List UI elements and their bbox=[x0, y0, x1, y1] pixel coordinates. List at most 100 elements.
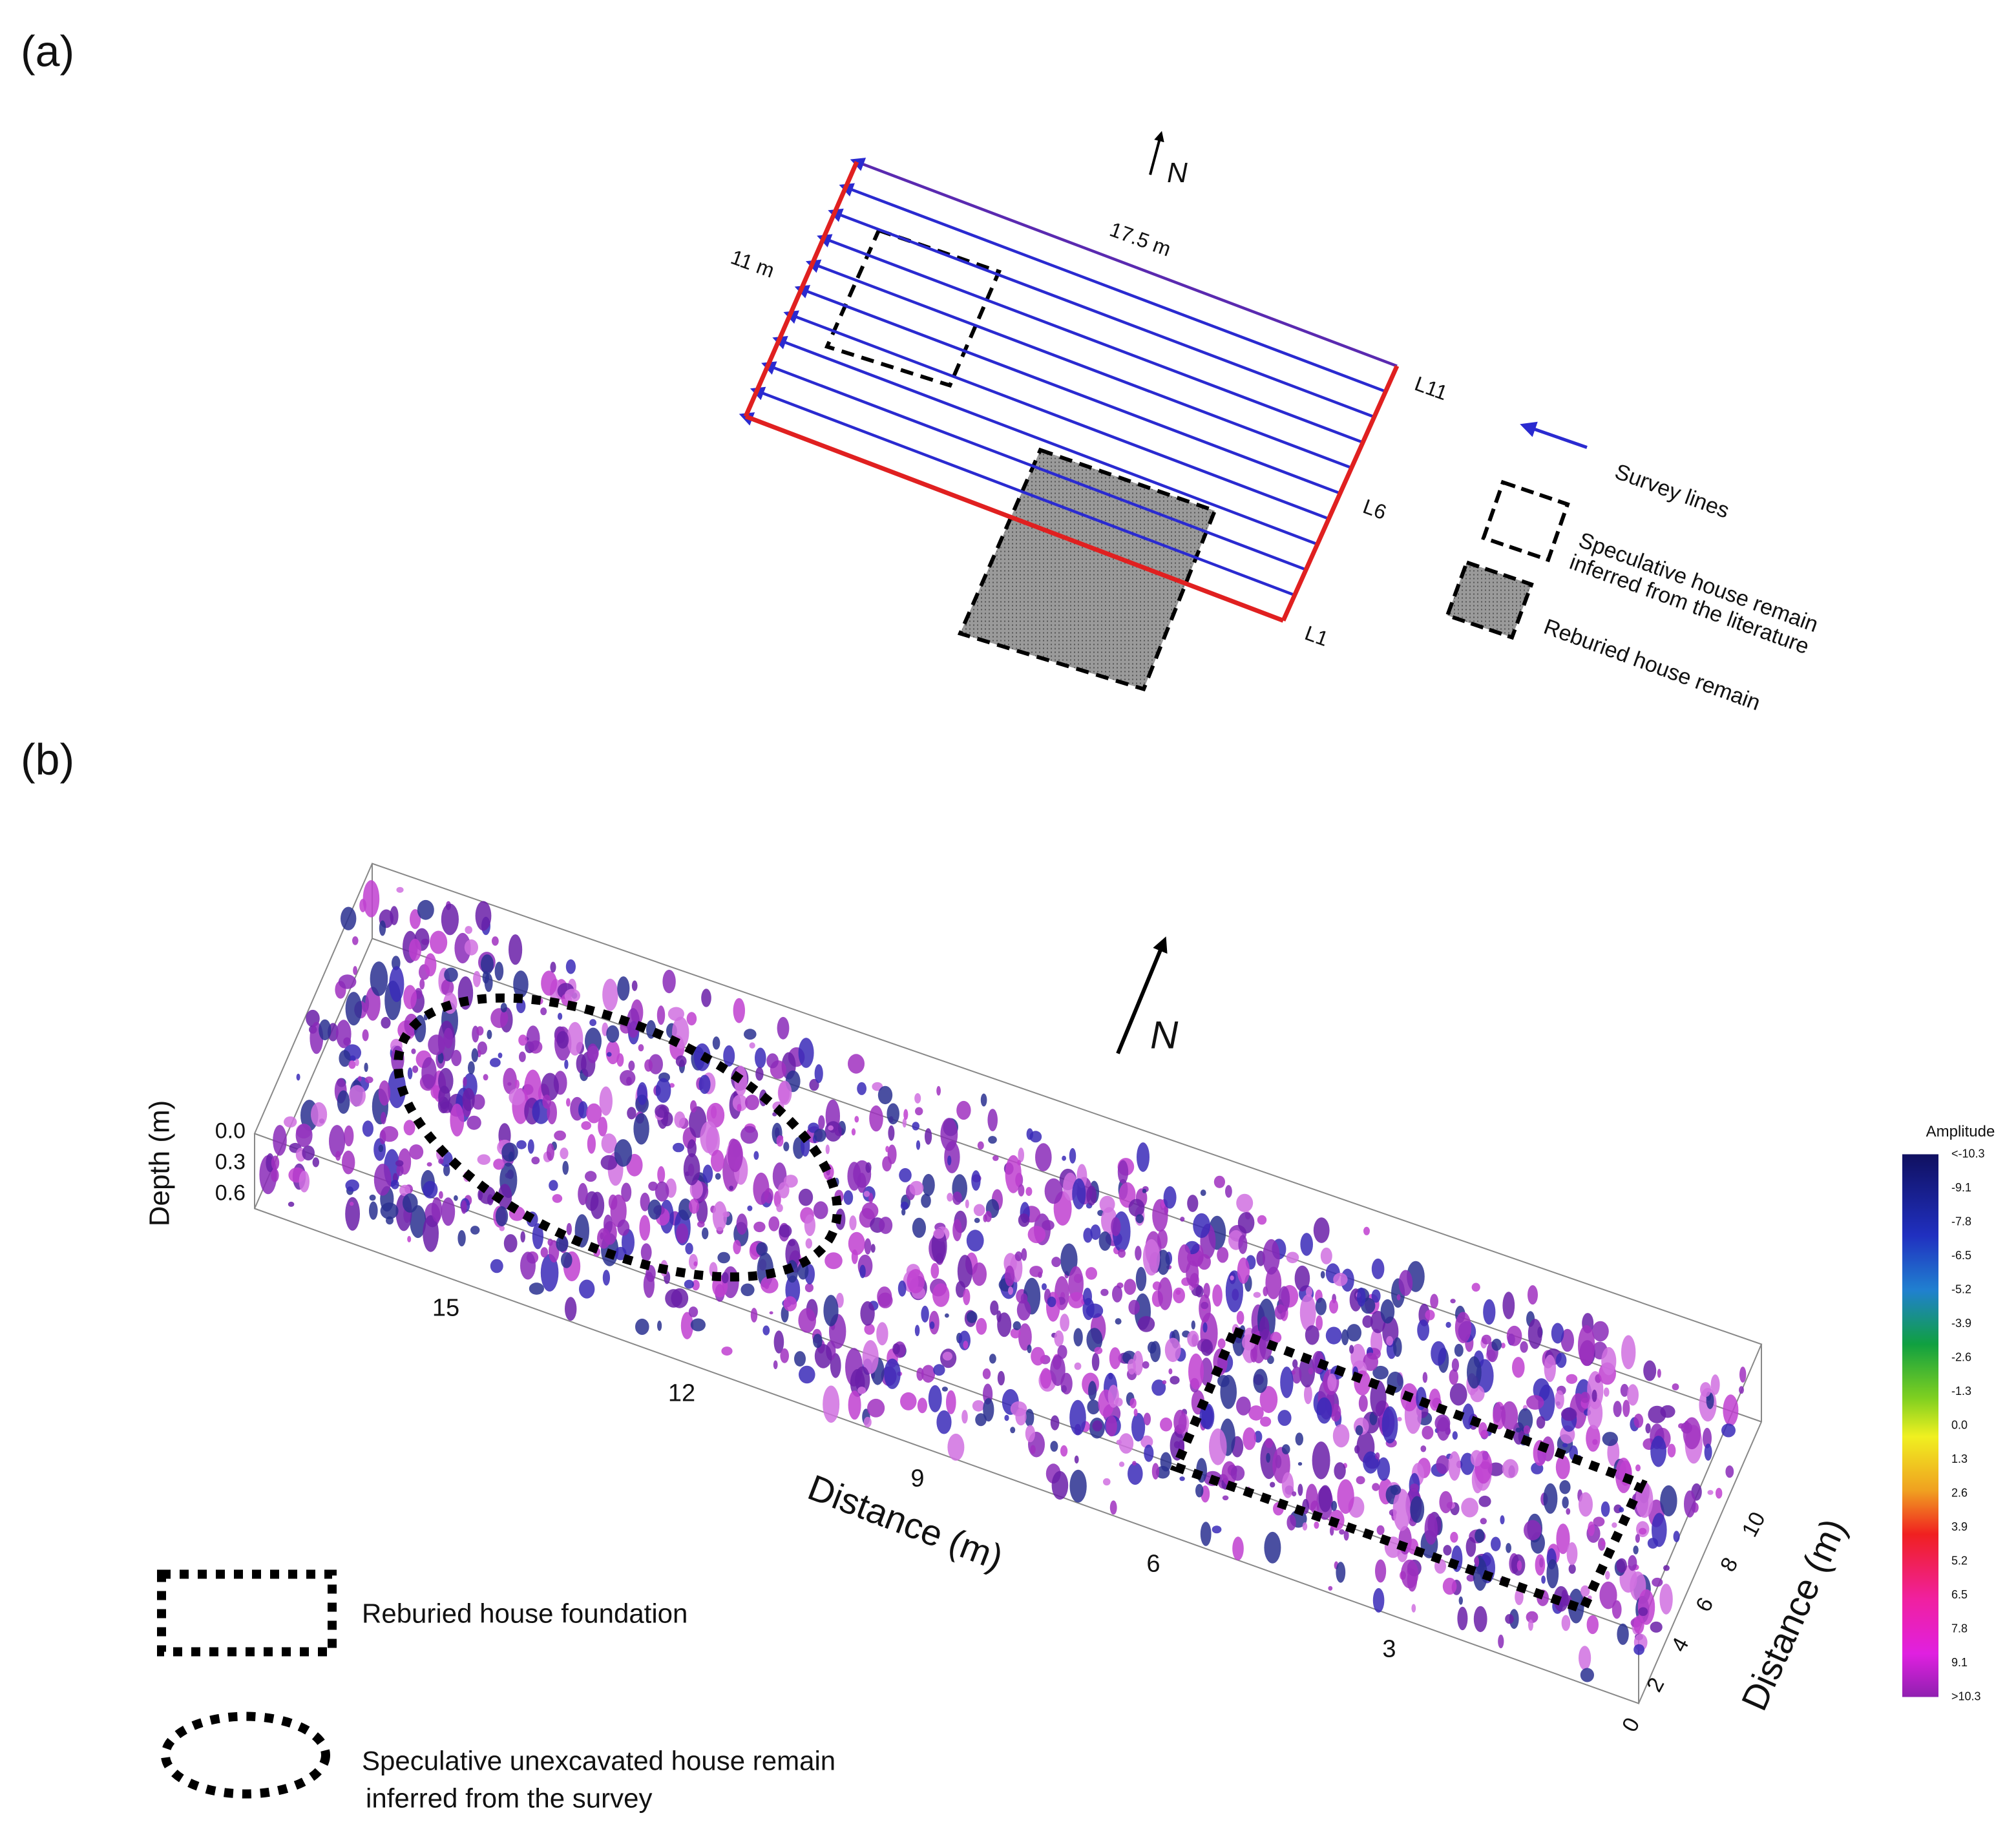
amplitude-blob bbox=[601, 1133, 617, 1154]
depth-tick: 0.0 bbox=[215, 1118, 246, 1143]
amplitude-blob bbox=[1186, 1260, 1199, 1286]
amplitude-blob bbox=[689, 1199, 699, 1214]
amplitude-blob bbox=[1417, 1319, 1430, 1341]
amplitude-blob bbox=[864, 1323, 875, 1335]
amplitude-blob bbox=[1635, 1534, 1640, 1543]
amplitude-blob bbox=[1029, 1266, 1043, 1277]
amplitude-blob bbox=[509, 1088, 525, 1105]
amplitude-blob bbox=[1253, 1292, 1261, 1298]
amplitude-blob bbox=[1683, 1417, 1701, 1450]
amplitude-blob bbox=[1450, 1531, 1458, 1543]
amplitude-blob bbox=[1157, 1229, 1168, 1249]
amplitude-blob bbox=[547, 1143, 554, 1161]
amplitude-blob bbox=[1349, 1345, 1354, 1354]
amplitude-blob bbox=[299, 1170, 310, 1193]
amplitude-blob bbox=[1526, 1395, 1544, 1410]
amplitude-blob bbox=[947, 1193, 953, 1202]
north-arrow bbox=[1149, 131, 1164, 176]
amplitude-blob bbox=[369, 1201, 378, 1220]
amplitude-blob bbox=[531, 1157, 540, 1165]
amplitude-blob bbox=[1358, 1394, 1368, 1412]
amplitude-blob bbox=[1150, 1341, 1161, 1363]
amplitude-blob bbox=[1650, 1436, 1667, 1467]
panel-label: (b) bbox=[21, 735, 74, 784]
amplitude-blob bbox=[494, 961, 504, 981]
amplitude-blob bbox=[1425, 1310, 1435, 1321]
amplitude-blob bbox=[1018, 1213, 1030, 1227]
amplitude-blob bbox=[857, 1387, 866, 1394]
amplitude-blob bbox=[1528, 1319, 1542, 1349]
amplitude-blob bbox=[353, 966, 357, 976]
amplitude-blob bbox=[1213, 1175, 1225, 1188]
amplitude-blob bbox=[564, 1059, 569, 1069]
legend-ellipse bbox=[161, 1712, 330, 1799]
colorbar-tick: 2.6 bbox=[1951, 1486, 1968, 1499]
amplitude-blob bbox=[1483, 1299, 1496, 1325]
amplitude-blob bbox=[976, 1317, 987, 1335]
amplitude-blob bbox=[917, 1398, 927, 1414]
amplitude-blob bbox=[1442, 1577, 1457, 1595]
amplitude-blob bbox=[1553, 1586, 1569, 1612]
amplitude-blob bbox=[1684, 1490, 1696, 1518]
amplitude-blob bbox=[1202, 1322, 1208, 1333]
amplitude-blob bbox=[1377, 1457, 1391, 1481]
amplitude-blob bbox=[1236, 1193, 1254, 1213]
amplitude-blob bbox=[1397, 1417, 1402, 1421]
axis-title: Depth (m) bbox=[144, 1100, 176, 1227]
amplitude-blob bbox=[337, 1090, 350, 1114]
amplitude-blob bbox=[762, 1325, 770, 1335]
amplitude-blob bbox=[1475, 1556, 1480, 1567]
amplitude-blob bbox=[380, 1202, 399, 1220]
amplitude-blob bbox=[777, 1016, 790, 1040]
amplitude-blob bbox=[888, 1125, 895, 1141]
amplitude-blob bbox=[777, 1080, 792, 1105]
amplitude-blob bbox=[804, 1283, 814, 1293]
amplitude-blob bbox=[1051, 1257, 1061, 1268]
distance-tick: 3 bbox=[1382, 1636, 1396, 1663]
amplitude-blob bbox=[598, 1116, 607, 1136]
amplitude-blob bbox=[922, 1173, 935, 1197]
amplitude-blob bbox=[1162, 1380, 1167, 1385]
axis-title: Distance (m) bbox=[1733, 1513, 1854, 1717]
amplitude-blob bbox=[671, 1288, 689, 1308]
amplitude-blob bbox=[921, 1193, 931, 1208]
amplitude-blob bbox=[945, 1313, 949, 1318]
amplitude-blob bbox=[1725, 1465, 1734, 1478]
amplitude-blob bbox=[749, 1042, 755, 1049]
colorbar-tick: >10.3 bbox=[1951, 1690, 1981, 1702]
amplitude-blob bbox=[389, 966, 404, 1002]
amplitude-blob bbox=[1073, 1328, 1083, 1346]
amplitude-blob bbox=[824, 1121, 842, 1142]
amplitude-blob bbox=[369, 1194, 376, 1201]
amplitude-blob bbox=[638, 1044, 644, 1052]
amplitude-blob bbox=[437, 1052, 444, 1064]
amplitude-blob bbox=[1263, 1286, 1268, 1297]
amplitude-blob bbox=[1135, 1266, 1147, 1292]
amplitude-blob bbox=[597, 1228, 611, 1249]
amplitude-blob bbox=[1018, 1184, 1025, 1197]
amplitude-blob bbox=[973, 1204, 985, 1217]
amplitude-blob bbox=[1135, 1246, 1142, 1261]
amplitude-blob bbox=[1142, 1188, 1147, 1193]
amplitude-blob bbox=[1363, 1226, 1370, 1235]
amplitude-blob bbox=[1380, 1299, 1395, 1324]
amplitude-blob bbox=[797, 1262, 809, 1280]
amplitude-blob bbox=[657, 1166, 666, 1184]
amplitude-blob bbox=[857, 1173, 866, 1193]
depth-tick: 0.3 bbox=[215, 1149, 246, 1174]
amplitude-blob bbox=[892, 1343, 900, 1355]
amplitude-blob bbox=[605, 1040, 620, 1065]
amplitude-blob bbox=[516, 1140, 527, 1149]
amplitude-blob bbox=[750, 1308, 758, 1323]
amplitude-blob bbox=[518, 1034, 528, 1046]
amplitude-blob bbox=[1673, 1531, 1680, 1542]
colorbar bbox=[1902, 1154, 1938, 1697]
amplitude-blob bbox=[902, 1118, 907, 1128]
amplitude-blob bbox=[1357, 1287, 1366, 1307]
amplitude-blob bbox=[373, 1164, 392, 1196]
amplitude-blob bbox=[1054, 1330, 1064, 1347]
amplitude-blob bbox=[1429, 1388, 1441, 1411]
amplitude-blob bbox=[1086, 1303, 1104, 1318]
amplitude-blob bbox=[410, 909, 421, 929]
amplitude-blob bbox=[691, 1279, 700, 1291]
